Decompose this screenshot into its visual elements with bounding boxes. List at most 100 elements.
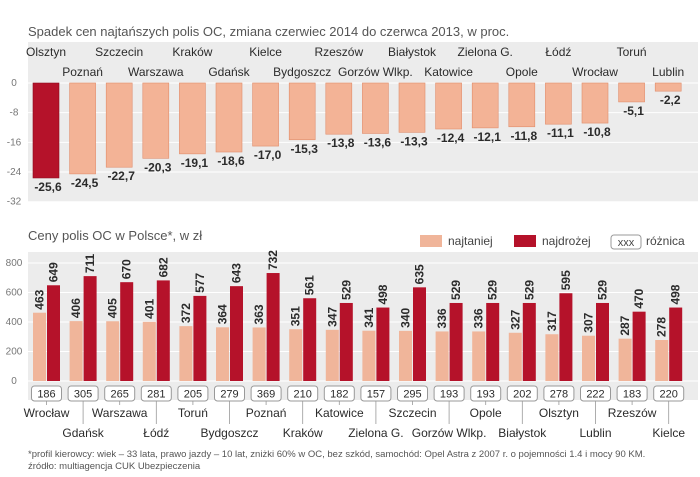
- cheapest-value-label-warszawa: 405: [106, 298, 120, 318]
- most-expensive-bar-katowice: [339, 302, 353, 381]
- cheapest-bar-bydgoszcz: [216, 327, 229, 381]
- difference-label-gdansk: 305: [74, 389, 92, 401]
- difference-label-gorzow-wlkp: 193: [440, 389, 458, 401]
- top-y-tick-label: -24: [7, 167, 22, 178]
- legend-diff-box-label: xxx: [618, 237, 635, 249]
- top-category-label-gorzow-wlkp: Gorzów Wlkp.: [338, 65, 413, 79]
- cheapest-value-label-zielona-g: 341: [362, 307, 376, 327]
- bottom-category-label-rzeszow: Rzeszów: [608, 406, 657, 420]
- top-y-tick-label: -32: [7, 197, 22, 208]
- most-expensive-bar-lublin: [596, 302, 609, 381]
- top-chart-marks: 0 -8 -16 -24 -32 -25,6 Olsztyn -24,5 Poznań -22,7…: [7, 45, 698, 208]
- bottom-category-label-warszawa: Warszawa: [92, 406, 148, 420]
- top-bar-bydgoszcz: [288, 82, 316, 141]
- cheapest-bar-lublin: [582, 335, 595, 381]
- most-expensive-bar-wroclaw: [47, 285, 60, 381]
- most-expensive-value-label-rzeszow: 470: [632, 288, 646, 308]
- difference-label-zielona-g: 157: [367, 389, 385, 401]
- most-expensive-bar-zielona-g: [376, 307, 390, 381]
- top-value-label-poznan: -24,5: [71, 176, 99, 190]
- cheapest-value-label-krakow: 351: [289, 306, 303, 326]
- most-expensive-value-label-warszawa: 670: [120, 259, 134, 279]
- most-expensive-bar-lodz: [156, 280, 170, 381]
- most-expensive-value-label-olsztyn: 595: [559, 270, 573, 290]
- bottom-chart-title: Ceny polis OC w Polsce*, w zł: [28, 228, 202, 243]
- cheapest-value-label-szczecin: 340: [399, 308, 413, 328]
- cheapest-bar-poznan: [252, 327, 266, 381]
- most-expensive-value-label-szczecin: 635: [413, 264, 427, 284]
- legend-label-diff: różnica: [646, 234, 685, 248]
- top-category-label-lublin: Lublin: [652, 65, 684, 79]
- difference-label-warszawa: 265: [111, 389, 129, 401]
- cheapest-value-label-bialystok: 327: [508, 309, 522, 329]
- difference-label-krakow: 210: [294, 389, 312, 401]
- top-value-label-wroclaw: -10,8: [583, 125, 611, 139]
- most-expensive-bar-rzeszow: [632, 311, 646, 381]
- bottom-category-label-wroclaw: Wrocław: [24, 406, 70, 420]
- top-category-label-torun: Toruń: [617, 45, 647, 59]
- most-expensive-bar-bydgoszcz: [230, 286, 243, 381]
- bottom-category-label-olsztyn: Olsztyn: [539, 406, 579, 420]
- bottom-y-tick-label: 600: [6, 288, 23, 299]
- cheapest-bar-bialystok: [508, 332, 522, 381]
- most-expensive-bar-kielce: [669, 307, 683, 381]
- bottom-y-tick-label: 400: [6, 317, 23, 328]
- top-value-label-gdansk: -18,6: [217, 154, 245, 168]
- difference-label-kielce: 220: [660, 389, 678, 401]
- top-category-label-bydgoszcz: Bydgoszcz: [273, 65, 331, 79]
- top-bar-katowice: [435, 82, 462, 130]
- top-bar-szczecin: [105, 82, 133, 168]
- bottom-category-label-lodz: Łódź: [143, 426, 169, 440]
- top-chart-title: Spadek cen najtańszych polis OC, zmiana …: [28, 24, 509, 39]
- top-bar-warszawa: [142, 82, 170, 159]
- cheapest-value-label-katowice: 347: [325, 306, 339, 326]
- cheapest-bar-warszawa: [106, 321, 120, 381]
- cheapest-bar-gdansk: [69, 321, 83, 381]
- top-category-label-katowice: Katowice: [424, 65, 473, 79]
- top-category-label-zielona-g: Zielona G.: [458, 45, 513, 59]
- difference-label-bialystok: 202: [513, 389, 531, 401]
- top-value-label-bydgoszcz: -15,3: [291, 142, 319, 156]
- cheapest-value-label-lodz: 401: [142, 299, 156, 319]
- most-expensive-bar-olsztyn: [559, 293, 573, 381]
- bottom-category-label-zielona-g: Zielona G.: [348, 426, 403, 440]
- top-value-label-lublin: -2,2: [660, 93, 681, 107]
- most-expensive-bar-szczecin: [413, 287, 426, 381]
- cheapest-bar-torun: [179, 326, 193, 381]
- difference-label-poznan: 369: [257, 389, 275, 401]
- top-value-label-szczecin: -22,7: [108, 169, 136, 183]
- top-y-tick-label: -16: [7, 137, 22, 148]
- most-expensive-value-label-zielona-g: 498: [376, 284, 390, 304]
- cheapest-bar-krakow: [289, 329, 303, 381]
- bottom-category-label-lublin: Lublin: [579, 426, 611, 440]
- cheapest-value-label-poznan: 363: [252, 304, 266, 324]
- top-bar-wroclaw: [581, 82, 609, 124]
- top-bar-olsztyn: [32, 82, 60, 179]
- cheapest-bar-kielce: [655, 339, 669, 381]
- top-value-label-lodz: -11,1: [547, 126, 574, 140]
- top-category-label-opole: Opole: [506, 65, 538, 79]
- most-expensive-value-label-katowice: 529: [339, 280, 353, 300]
- most-expensive-bar-torun: [193, 295, 207, 381]
- top-value-label-bialystok: -13,3: [400, 134, 428, 148]
- top-bar-zielona-g: [471, 82, 499, 129]
- difference-label-katowice: 182: [330, 389, 348, 401]
- legend-label-cheapest: najtaniej: [448, 234, 493, 248]
- most-expensive-value-label-krakow: 561: [303, 275, 317, 295]
- difference-label-torun: 205: [184, 389, 202, 401]
- cheapest-value-label-kielce: 278: [655, 317, 669, 337]
- top-category-label-gdansk: Gdańsk: [208, 65, 250, 79]
- top-category-label-bialystok: Białystok: [388, 45, 437, 59]
- footnote-profile: *profil kierowcy: wiek – 33 lata, prawo …: [28, 449, 645, 460]
- bottom-category-label-kielce: Kielce: [652, 426, 685, 440]
- cheapest-bar-katowice: [325, 329, 339, 381]
- top-value-label-katowice: -12,4: [437, 131, 465, 145]
- top-bar-bialystok: [398, 82, 426, 133]
- top-value-label-zielona-g: -12,1: [474, 130, 502, 144]
- top-y-tick-label: 0: [11, 78, 17, 89]
- difference-label-rzeszow: 183: [623, 389, 641, 401]
- cheapest-value-label-bydgoszcz: 364: [216, 304, 230, 324]
